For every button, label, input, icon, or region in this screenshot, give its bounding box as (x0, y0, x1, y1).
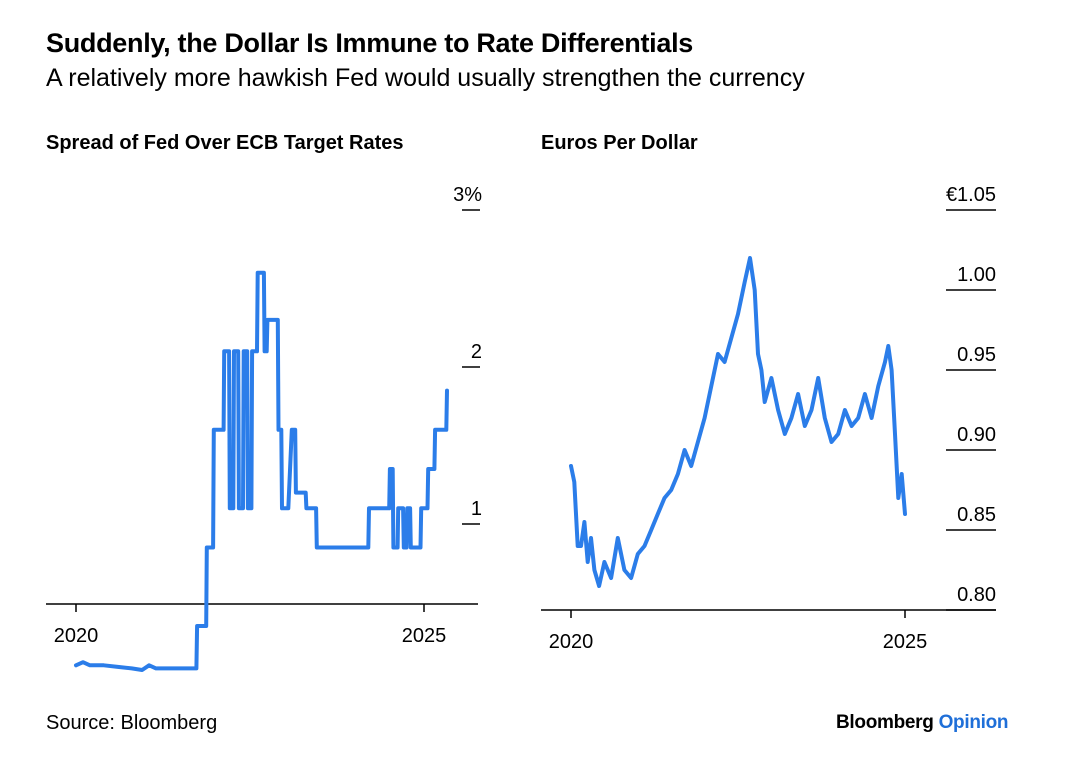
source-note: Source: Bloomberg (46, 712, 218, 734)
y-tick-label: €1.05 (946, 184, 996, 206)
brand-logo: Bloomberg Opinion (836, 712, 1009, 734)
y-tick-label: 0.95 (957, 344, 996, 366)
chart-title: Suddenly, the Dollar Is Immune to Rate D… (46, 28, 694, 58)
series-line (569, 256, 907, 588)
series-line (74, 270, 449, 672)
x-tick-label: 2025 (402, 625, 447, 647)
left-panel-title: Spread of Fed Over ECB Target Rates (46, 132, 404, 154)
y-tick-label: 0.80 (957, 584, 996, 606)
brand-suffix: Opinion (938, 712, 1009, 733)
y-tick-label: 1.00 (957, 264, 996, 286)
x-tick-label: 2025 (883, 631, 928, 653)
x-tick-label: 2020 (54, 625, 99, 647)
y-tick-label: 0.85 (957, 504, 996, 526)
y-tick-label: 1 (471, 498, 482, 520)
chart-subtitle: A relatively more hawkish Fed would usua… (46, 64, 805, 92)
y-tick-label: 2 (471, 341, 482, 363)
x-tick-label: 2020 (549, 631, 594, 653)
brand-name: Bloomberg (836, 712, 934, 733)
left-chart: 2020 2025 3% 2 1 (46, 184, 482, 672)
right-chart: 2020 2025 €1.05 1.00 0.95 0.90 0.85 0.80 (541, 184, 996, 653)
right-panel-title: Euros Per Dollar (541, 132, 698, 154)
y-tick-label: 0.90 (957, 424, 996, 446)
y-tick-label: 3% (453, 184, 482, 206)
